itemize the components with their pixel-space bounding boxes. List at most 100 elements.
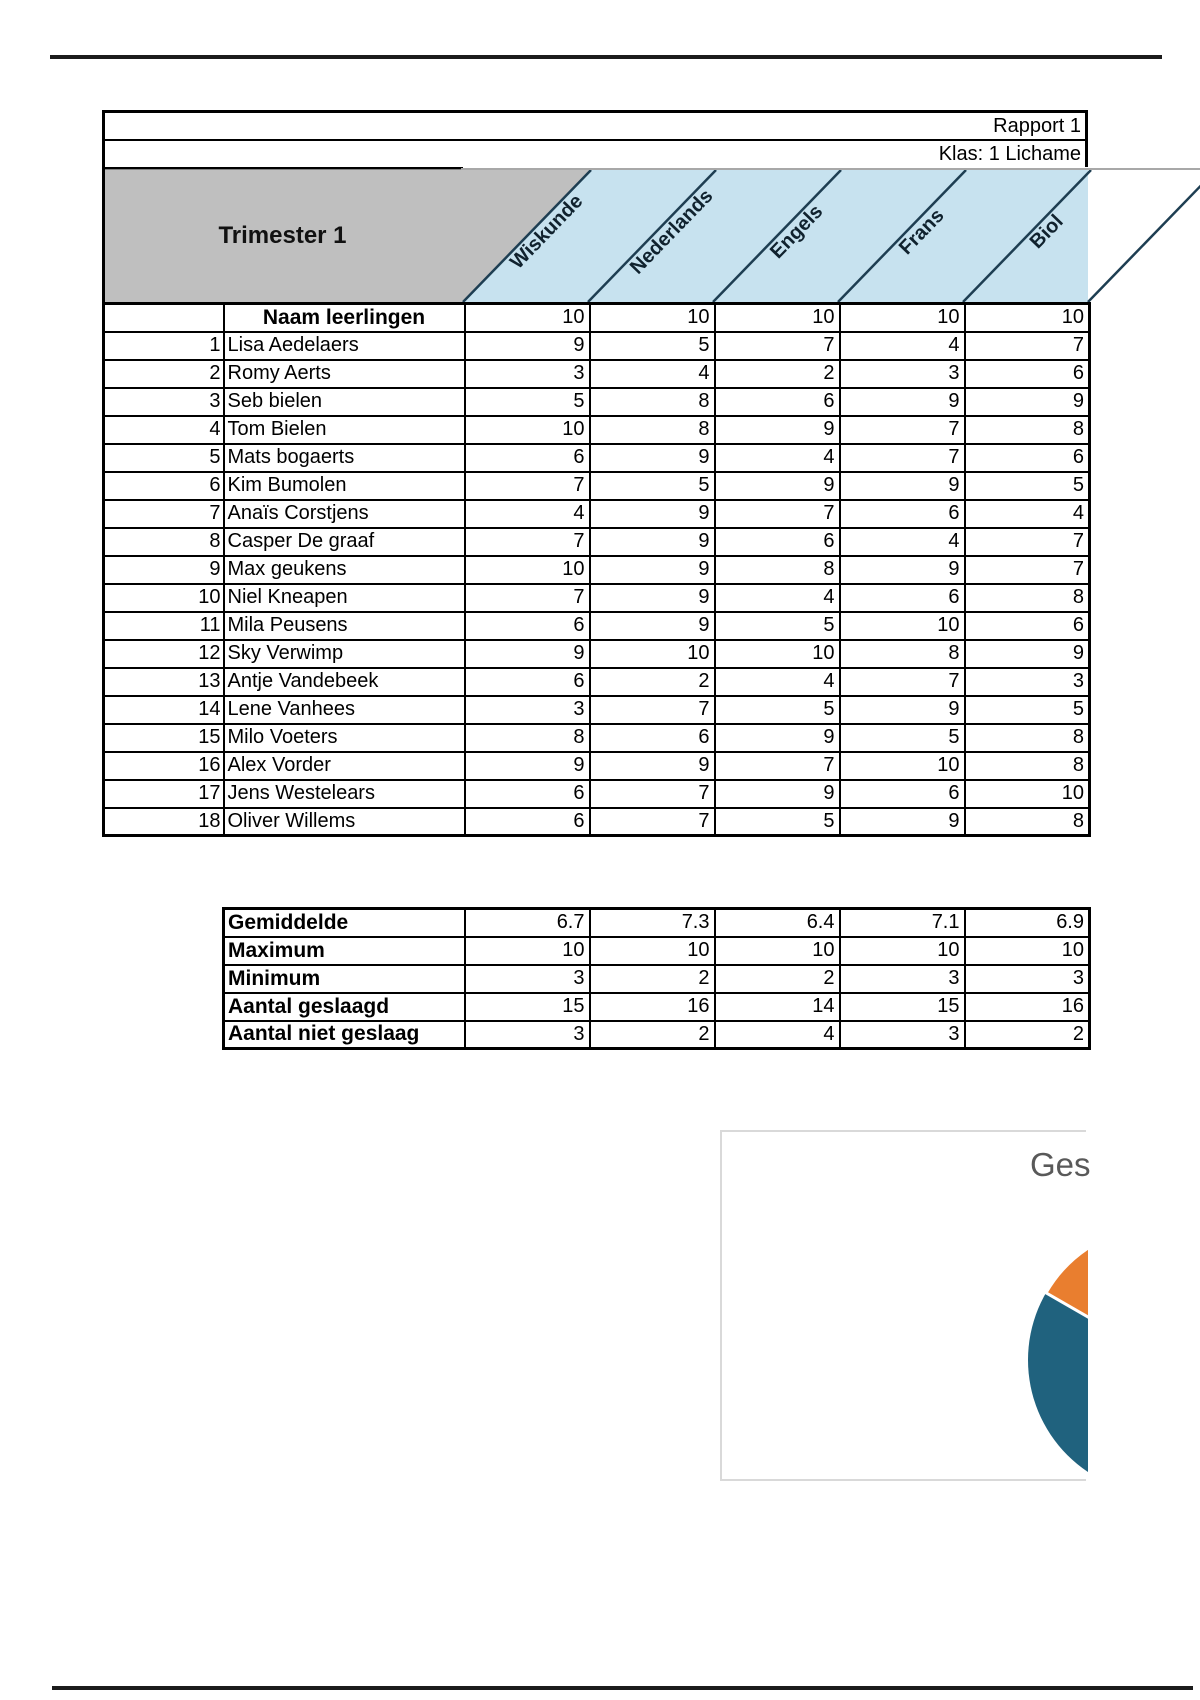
student-name-cell: Seb bielen bbox=[222, 386, 466, 417]
student-row: 3 Seb bielen 5 8 6 9 9 bbox=[102, 386, 1091, 417]
grade-cell: 9 bbox=[588, 610, 716, 641]
grade-cell: 5 bbox=[713, 806, 841, 837]
stats-value-cell: 2 bbox=[963, 1019, 1091, 1050]
grade-cell: 9 bbox=[838, 386, 966, 417]
grade-cell: 4 bbox=[963, 498, 1091, 529]
student-row: 8 Casper De graaf 7 9 6 4 7 bbox=[102, 526, 1091, 557]
subject-header-cell bbox=[713, 170, 966, 302]
stats-row: Gemiddelde 6.7 7.3 6.4 7.1 6.9 bbox=[222, 907, 1091, 938]
grade-cell: 9 bbox=[463, 330, 591, 361]
report-header-box: Rapport 1 Klas: 1 Lichame bbox=[102, 110, 1088, 167]
grade-cell: 4 bbox=[838, 526, 966, 557]
student-number-cell: 10 bbox=[102, 582, 225, 613]
grade-cell: 5 bbox=[963, 470, 1091, 501]
max-score-cell: 10 bbox=[963, 302, 1091, 333]
grade-cell: 7 bbox=[463, 526, 591, 557]
stats-value-cell: 6.7 bbox=[463, 907, 591, 938]
stats-value-cell: 7.3 bbox=[588, 907, 716, 938]
stats-value-cell: 14 bbox=[713, 991, 841, 1022]
student-number-cell: 13 bbox=[102, 666, 225, 697]
stats-value-cell: 10 bbox=[588, 935, 716, 966]
stats-value-cell: 10 bbox=[838, 935, 966, 966]
students-header-cell: Naam leerlingen bbox=[222, 302, 466, 333]
subject-slant-border bbox=[837, 169, 967, 303]
student-name-cell: Anaïs Corstjens bbox=[222, 498, 466, 529]
stats-label-cell: Aantal niet geslaag bbox=[222, 1019, 466, 1050]
grade-cell: 6 bbox=[963, 442, 1091, 473]
grade-cell: 10 bbox=[713, 638, 841, 669]
grade-cell: 7 bbox=[838, 442, 966, 473]
grade-cell: 7 bbox=[713, 330, 841, 361]
stats-value-cell: 4 bbox=[713, 1019, 841, 1050]
grade-cell: 9 bbox=[838, 554, 966, 585]
grade-cell: 4 bbox=[588, 358, 716, 389]
stats-value-cell: 10 bbox=[963, 935, 1091, 966]
grade-cell: 9 bbox=[713, 414, 841, 445]
trimester-label: Trimester 1 bbox=[218, 222, 347, 249]
grade-cell: 7 bbox=[713, 498, 841, 529]
class-label: Klas: 1 Lichame bbox=[938, 143, 1081, 165]
student-name-cell: Mila Peusens bbox=[222, 610, 466, 641]
student-number-cell: 2 bbox=[102, 358, 225, 389]
subject-header-cell bbox=[838, 170, 1088, 302]
student-row: 2 Romy Aerts 3 4 2 3 6 bbox=[102, 358, 1091, 389]
student-row: 1 Lisa Aedelaers 9 5 7 4 7 bbox=[102, 330, 1091, 361]
stats-value-cell: 16 bbox=[963, 991, 1091, 1022]
grade-cell: 8 bbox=[963, 582, 1091, 613]
grades-table: Naam leerlingen 10 10 10 10 10 1 Lisa Aedelaers… bbox=[102, 302, 1091, 837]
student-row: 7 Anaïs Corstjens 4 9 7 6 4 bbox=[102, 498, 1091, 529]
grade-cell: 9 bbox=[838, 806, 966, 837]
stats-table: Gemiddelde 6.7 7.3 6.4 7.1 6.9 Maximum 10 10 10 10… bbox=[222, 907, 1091, 1050]
student-name-cell: Antje Vandebeek bbox=[222, 666, 466, 697]
grade-cell: 9 bbox=[713, 722, 841, 753]
grade-cell: 6 bbox=[713, 526, 841, 557]
grade-cell: 6 bbox=[463, 778, 591, 809]
student-row: 13 Antje Vandebeek 6 2 4 7 3 bbox=[102, 666, 1091, 697]
subject-slant-border bbox=[462, 169, 592, 303]
grade-cell: 5 bbox=[713, 610, 841, 641]
student-name-cell: Kim Bumolen bbox=[222, 470, 466, 501]
grade-cell: 2 bbox=[713, 358, 841, 389]
subject-header-band bbox=[463, 170, 1088, 302]
student-row: 18 Oliver Willems 6 7 5 9 8 bbox=[102, 806, 1091, 837]
subject-label: Biol bbox=[1026, 211, 1068, 253]
subject-header-cell bbox=[463, 170, 716, 302]
grade-cell: 8 bbox=[463, 722, 591, 753]
max-score-cell: 10 bbox=[588, 302, 716, 333]
grade-cell: 10 bbox=[588, 638, 716, 669]
grade-cell: 10 bbox=[463, 554, 591, 585]
grade-cell: 9 bbox=[588, 526, 716, 557]
grade-cell: 6 bbox=[838, 582, 966, 613]
grade-cell: 8 bbox=[963, 806, 1091, 837]
student-name-cell: Lene Vanhees bbox=[222, 694, 466, 725]
grade-cell: 8 bbox=[588, 386, 716, 417]
stats-value-cell: 3 bbox=[463, 1019, 591, 1050]
stats-value-cell: 3 bbox=[838, 1019, 966, 1050]
grade-cell: 3 bbox=[463, 694, 591, 725]
student-row: 10 Niel Kneapen 7 9 4 6 8 bbox=[102, 582, 1091, 613]
grade-cell: 9 bbox=[963, 638, 1091, 669]
grade-cell: 7 bbox=[713, 750, 841, 781]
max-score-cell: 10 bbox=[838, 302, 966, 333]
student-number-cell: 9 bbox=[102, 554, 225, 585]
grade-cell: 4 bbox=[838, 330, 966, 361]
grade-cell: 6 bbox=[963, 358, 1091, 389]
student-number-cell: 3 bbox=[102, 386, 225, 417]
student-name-cell: Max geukens bbox=[222, 554, 466, 585]
grade-cell: 9 bbox=[588, 498, 716, 529]
subject-header-cell bbox=[588, 170, 841, 302]
student-row: 6 Kim Bumolen 7 5 9 9 5 bbox=[102, 470, 1091, 501]
student-row: 12 Sky Verwimp 9 10 10 8 9 bbox=[102, 638, 1091, 669]
grade-cell: 9 bbox=[838, 470, 966, 501]
grade-cell: 6 bbox=[963, 610, 1091, 641]
grade-cell: 9 bbox=[588, 750, 716, 781]
grade-cell: 6 bbox=[838, 778, 966, 809]
stats-value-cell: 3 bbox=[838, 963, 966, 994]
grade-cell: 9 bbox=[588, 582, 716, 613]
stats-value-cell: 2 bbox=[713, 963, 841, 994]
stats-value-cell: 15 bbox=[463, 991, 591, 1022]
stats-value-cell: 10 bbox=[713, 935, 841, 966]
grade-cell: 9 bbox=[463, 638, 591, 669]
grade-cell: 5 bbox=[838, 722, 966, 753]
